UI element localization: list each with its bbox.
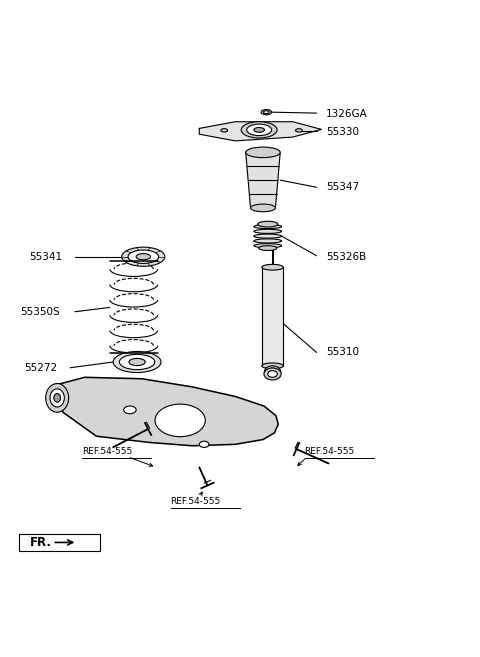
Ellipse shape: [241, 122, 277, 138]
Ellipse shape: [259, 246, 277, 250]
Ellipse shape: [264, 111, 269, 114]
Polygon shape: [262, 267, 283, 366]
Text: 55326B: 55326B: [326, 252, 366, 261]
Ellipse shape: [254, 244, 282, 248]
Ellipse shape: [128, 250, 158, 263]
Text: 55272: 55272: [24, 363, 58, 373]
Ellipse shape: [113, 351, 161, 373]
Ellipse shape: [262, 363, 283, 369]
Ellipse shape: [247, 124, 272, 135]
Bar: [19, 534, 100, 551]
Ellipse shape: [129, 359, 145, 365]
Polygon shape: [56, 377, 278, 445]
Ellipse shape: [124, 406, 136, 414]
Text: 55350S: 55350S: [20, 307, 60, 317]
Polygon shape: [199, 122, 322, 141]
Ellipse shape: [254, 229, 282, 233]
Ellipse shape: [246, 147, 280, 158]
Ellipse shape: [254, 127, 264, 132]
Ellipse shape: [262, 264, 283, 270]
Ellipse shape: [221, 129, 228, 132]
Text: 55330: 55330: [326, 127, 359, 137]
Text: 55310: 55310: [326, 348, 359, 357]
Text: REF.54-555: REF.54-555: [305, 447, 355, 457]
Ellipse shape: [50, 389, 64, 407]
Polygon shape: [246, 152, 280, 208]
Text: FR.: FR.: [29, 536, 51, 549]
Ellipse shape: [261, 110, 272, 115]
Text: 1326GA: 1326GA: [326, 109, 368, 119]
Ellipse shape: [268, 371, 277, 377]
Ellipse shape: [268, 368, 277, 375]
Ellipse shape: [254, 234, 282, 238]
Ellipse shape: [122, 247, 165, 266]
Ellipse shape: [264, 366, 281, 377]
Text: REF.54-555: REF.54-555: [170, 497, 221, 507]
Ellipse shape: [136, 254, 151, 260]
Ellipse shape: [254, 239, 282, 243]
Ellipse shape: [296, 129, 302, 132]
Ellipse shape: [258, 221, 278, 227]
Text: 55341: 55341: [29, 252, 62, 261]
Ellipse shape: [254, 225, 282, 229]
Text: 55347: 55347: [326, 182, 359, 193]
Text: REF.54-555: REF.54-555: [82, 447, 132, 457]
Ellipse shape: [54, 394, 60, 402]
Ellipse shape: [120, 354, 155, 370]
Ellipse shape: [46, 384, 69, 412]
Ellipse shape: [264, 368, 281, 380]
Ellipse shape: [199, 442, 209, 447]
Ellipse shape: [155, 404, 205, 437]
Ellipse shape: [251, 204, 276, 212]
